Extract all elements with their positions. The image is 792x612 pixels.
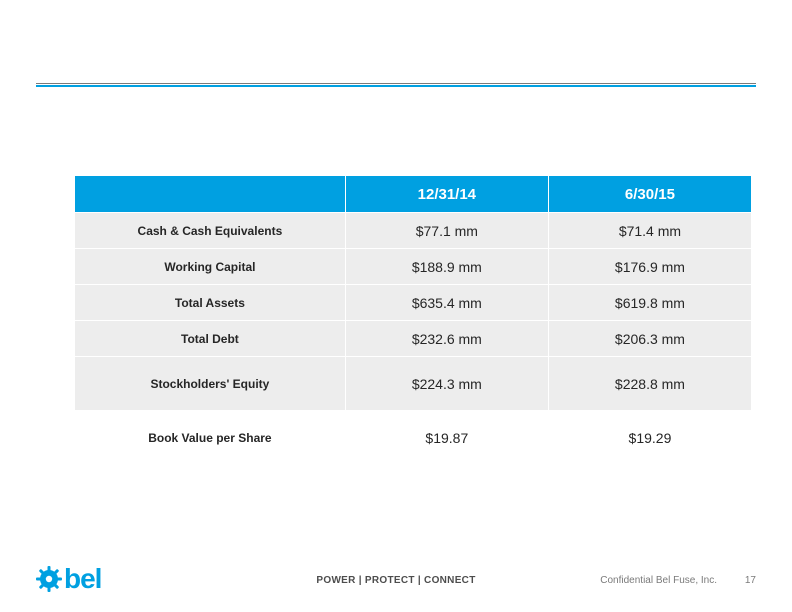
metric-value: $206.3 mm <box>548 321 751 357</box>
page-number: 17 <box>745 575 756 586</box>
metric-value: $71.4 mm <box>548 213 751 249</box>
table-header-row: 12/31/14 6/30/15 <box>75 176 752 213</box>
metric-value: $19.87 <box>345 411 548 465</box>
table-row: Book Value per Share $19.87 $19.29 <box>75 411 752 465</box>
gear-icon <box>36 566 62 592</box>
table-row: Stockholders' Equity $224.3 mm $228.8 mm <box>75 357 752 411</box>
metric-value: $176.9 mm <box>548 249 751 285</box>
footer-confidential: Confidential Bel Fuse, Inc. <box>600 575 717 586</box>
table-row: Cash & Cash Equivalents $77.1 mm $71.4 m… <box>75 213 752 249</box>
table: 12/31/14 6/30/15 Cash & Cash Equivalents… <box>74 175 752 465</box>
metric-label: Cash & Cash Equivalents <box>75 213 346 249</box>
table-row: Total Debt $232.6 mm $206.3 mm <box>75 321 752 357</box>
slide: 12/31/14 6/30/15 Cash & Cash Equivalents… <box>0 0 792 612</box>
metric-value: $77.1 mm <box>345 213 548 249</box>
metric-value: $188.9 mm <box>345 249 548 285</box>
table-row: Total Assets $635.4 mm $619.8 mm <box>75 285 752 321</box>
logo-text: bel <box>64 566 101 592</box>
metric-value: $224.3 mm <box>345 357 548 411</box>
header-rule-accent <box>36 85 756 87</box>
table-header-col-1: 12/31/14 <box>345 176 548 213</box>
metric-value: $232.6 mm <box>345 321 548 357</box>
table-header-col-2: 6/30/15 <box>548 176 751 213</box>
metric-value: $619.8 mm <box>548 285 751 321</box>
financial-table: 12/31/14 6/30/15 Cash & Cash Equivalents… <box>74 175 752 465</box>
metric-label: Total Debt <box>75 321 346 357</box>
metric-label: Book Value per Share <box>75 411 346 465</box>
metric-label: Total Assets <box>75 285 346 321</box>
table-row: Working Capital $188.9 mm $176.9 mm <box>75 249 752 285</box>
footer: bel POWER | PROTECT | CONNECT Confidenti… <box>0 552 792 592</box>
logo: bel <box>36 566 101 592</box>
table-header-blank <box>75 176 346 213</box>
header-rule-dark <box>36 83 756 84</box>
metric-label: Stockholders' Equity <box>75 357 346 411</box>
metric-value: $635.4 mm <box>345 285 548 321</box>
footer-tagline: POWER | PROTECT | CONNECT <box>316 575 475 586</box>
metric-value: $228.8 mm <box>548 357 751 411</box>
metric-value: $19.29 <box>548 411 751 465</box>
metric-label: Working Capital <box>75 249 346 285</box>
